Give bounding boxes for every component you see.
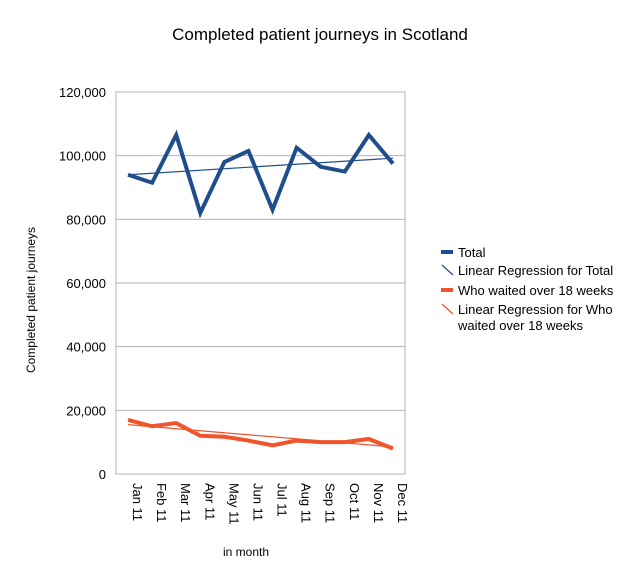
y-tick-label: 100,000 xyxy=(59,149,106,164)
legend: Total Linear Regression for Total Who wait… xyxy=(441,245,614,333)
y-tick-label: 20,000 xyxy=(66,403,106,418)
x-tick-label: May 11 xyxy=(226,483,241,525)
trendline xyxy=(128,157,393,176)
x-tick-label: Dec 11 xyxy=(395,483,410,523)
x-axis-title: in month xyxy=(223,545,269,559)
x-tick-label: Aug 11 xyxy=(299,483,314,523)
data-series xyxy=(127,129,395,451)
y-tick-label: 80,000 xyxy=(66,212,106,227)
x-tick-label: Mar 11 xyxy=(178,483,193,523)
legend-label: Who waited over 18 weeks xyxy=(458,283,614,298)
x-tick-label: Sep 11 xyxy=(323,483,338,523)
y-tick-label: 120,000 xyxy=(59,85,106,100)
trendlines xyxy=(127,157,394,448)
legend-label: Linear Regression for Total xyxy=(458,263,613,278)
x-tick-label: Apr 11 xyxy=(202,483,217,520)
y-axis-title: Completed patient journeys xyxy=(24,227,38,373)
y-tick-label: 0 xyxy=(99,467,106,482)
y-axis-tick-labels: 0 20,000 40,000 60,000 80,000 100,000 120,000 xyxy=(59,85,106,482)
x-tick-label: Jan 11 xyxy=(130,483,145,521)
y-tick-label: 40,000 xyxy=(66,340,106,355)
legend-label: Linear Regression for Who waited over 18 … xyxy=(457,302,613,333)
x-axis-tick-labels: Jan 11 Feb 11 Mar 11 Apr 11 May 11 Jun 11 Jul … xyxy=(130,483,410,525)
x-tick-label: Oct 11 xyxy=(347,483,362,520)
x-tick-label: Jul 11 xyxy=(275,483,290,517)
axes xyxy=(115,92,405,475)
legend-label: Total xyxy=(458,245,486,260)
y-tick-label: 60,000 xyxy=(66,276,106,291)
legend-marker xyxy=(441,303,454,315)
chart-title: Completed patient journeys in Scotland xyxy=(172,25,468,44)
series-line xyxy=(127,129,395,219)
x-tick-label: Nov 11 xyxy=(371,483,386,523)
legend-marker xyxy=(441,264,454,276)
series-line xyxy=(127,417,394,451)
x-tick-label: Jun 11 xyxy=(250,483,265,521)
x-tick-label: Feb 11 xyxy=(154,483,169,523)
